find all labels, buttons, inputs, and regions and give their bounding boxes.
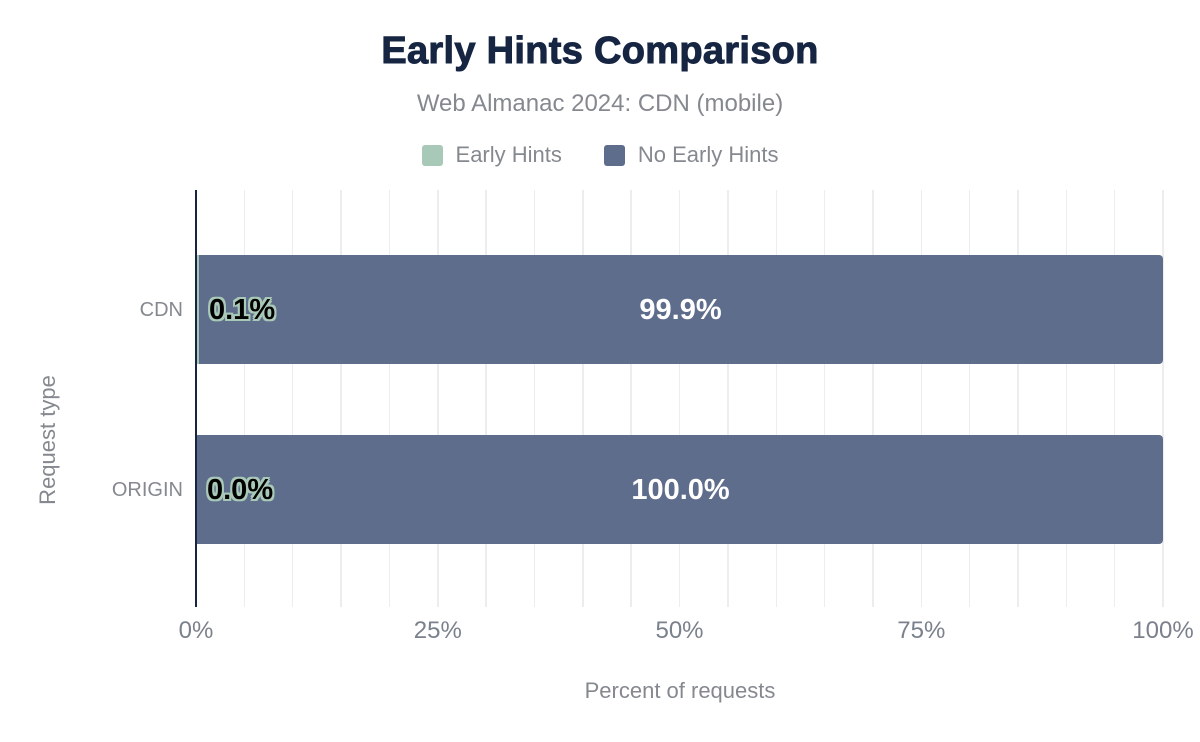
category-label: CDN bbox=[139, 298, 183, 321]
x-gridline bbox=[533, 190, 536, 607]
legend-label: Early Hints bbox=[455, 142, 562, 167]
x-gridline bbox=[243, 190, 246, 607]
legend-item-no-early-hints: No Early Hints bbox=[603, 142, 779, 168]
legend-label: No Early Hints bbox=[637, 142, 779, 167]
x-gridline bbox=[920, 190, 922, 607]
x-gridline bbox=[1065, 190, 1067, 607]
x-gridline bbox=[291, 190, 294, 607]
x-tick-label: 100% bbox=[1132, 617, 1194, 644]
x-gridline bbox=[630, 190, 632, 607]
x-gridline bbox=[1017, 190, 1019, 607]
x-gridline bbox=[872, 190, 874, 607]
value-label-no-early-hints: 99.9% bbox=[639, 293, 722, 326]
x-gridline bbox=[1162, 190, 1164, 607]
chart-subtitle: Web Almanac 2024: CDN (mobile) bbox=[416, 90, 784, 117]
x-tick-label: 0% bbox=[178, 617, 214, 644]
x-gridline bbox=[1113, 190, 1116, 607]
bar-segment-no-early-hints bbox=[197, 435, 1163, 544]
x-gridline bbox=[727, 190, 729, 607]
x-gridline bbox=[968, 190, 971, 607]
legend-swatch-icon bbox=[603, 144, 625, 166]
x-gridline bbox=[485, 190, 487, 607]
legend-swatch-icon bbox=[421, 144, 443, 166]
x-gridline bbox=[823, 190, 826, 607]
legend: Early Hints No Early Hints bbox=[0, 142, 1200, 168]
x-gridline bbox=[437, 190, 439, 607]
x-gridline bbox=[340, 190, 342, 607]
x-tick-label: 75% bbox=[897, 617, 946, 644]
x-gridline bbox=[388, 190, 391, 607]
category-label: ORIGIN bbox=[111, 478, 183, 501]
y-axis-line bbox=[195, 190, 197, 607]
x-axis-title: Percent of requests bbox=[584, 678, 776, 703]
x-gridline bbox=[775, 190, 777, 607]
value-label-early-hints: 0.1% bbox=[209, 293, 276, 326]
x-tick-label: 25% bbox=[413, 617, 462, 644]
x-tick-label: 50% bbox=[655, 617, 704, 644]
bar-segment-no-early-hints bbox=[199, 255, 1163, 364]
legend-item-early-hints: Early Hints bbox=[421, 142, 562, 168]
x-gridline bbox=[678, 190, 681, 607]
x-gridline bbox=[582, 190, 584, 607]
chart-title: Early Hints Comparison bbox=[381, 30, 819, 73]
value-label-no-early-hints: 100.0% bbox=[631, 473, 730, 506]
bar-segment-early-hints bbox=[197, 255, 199, 364]
value-label-early-hints: 0.0% bbox=[207, 473, 274, 506]
